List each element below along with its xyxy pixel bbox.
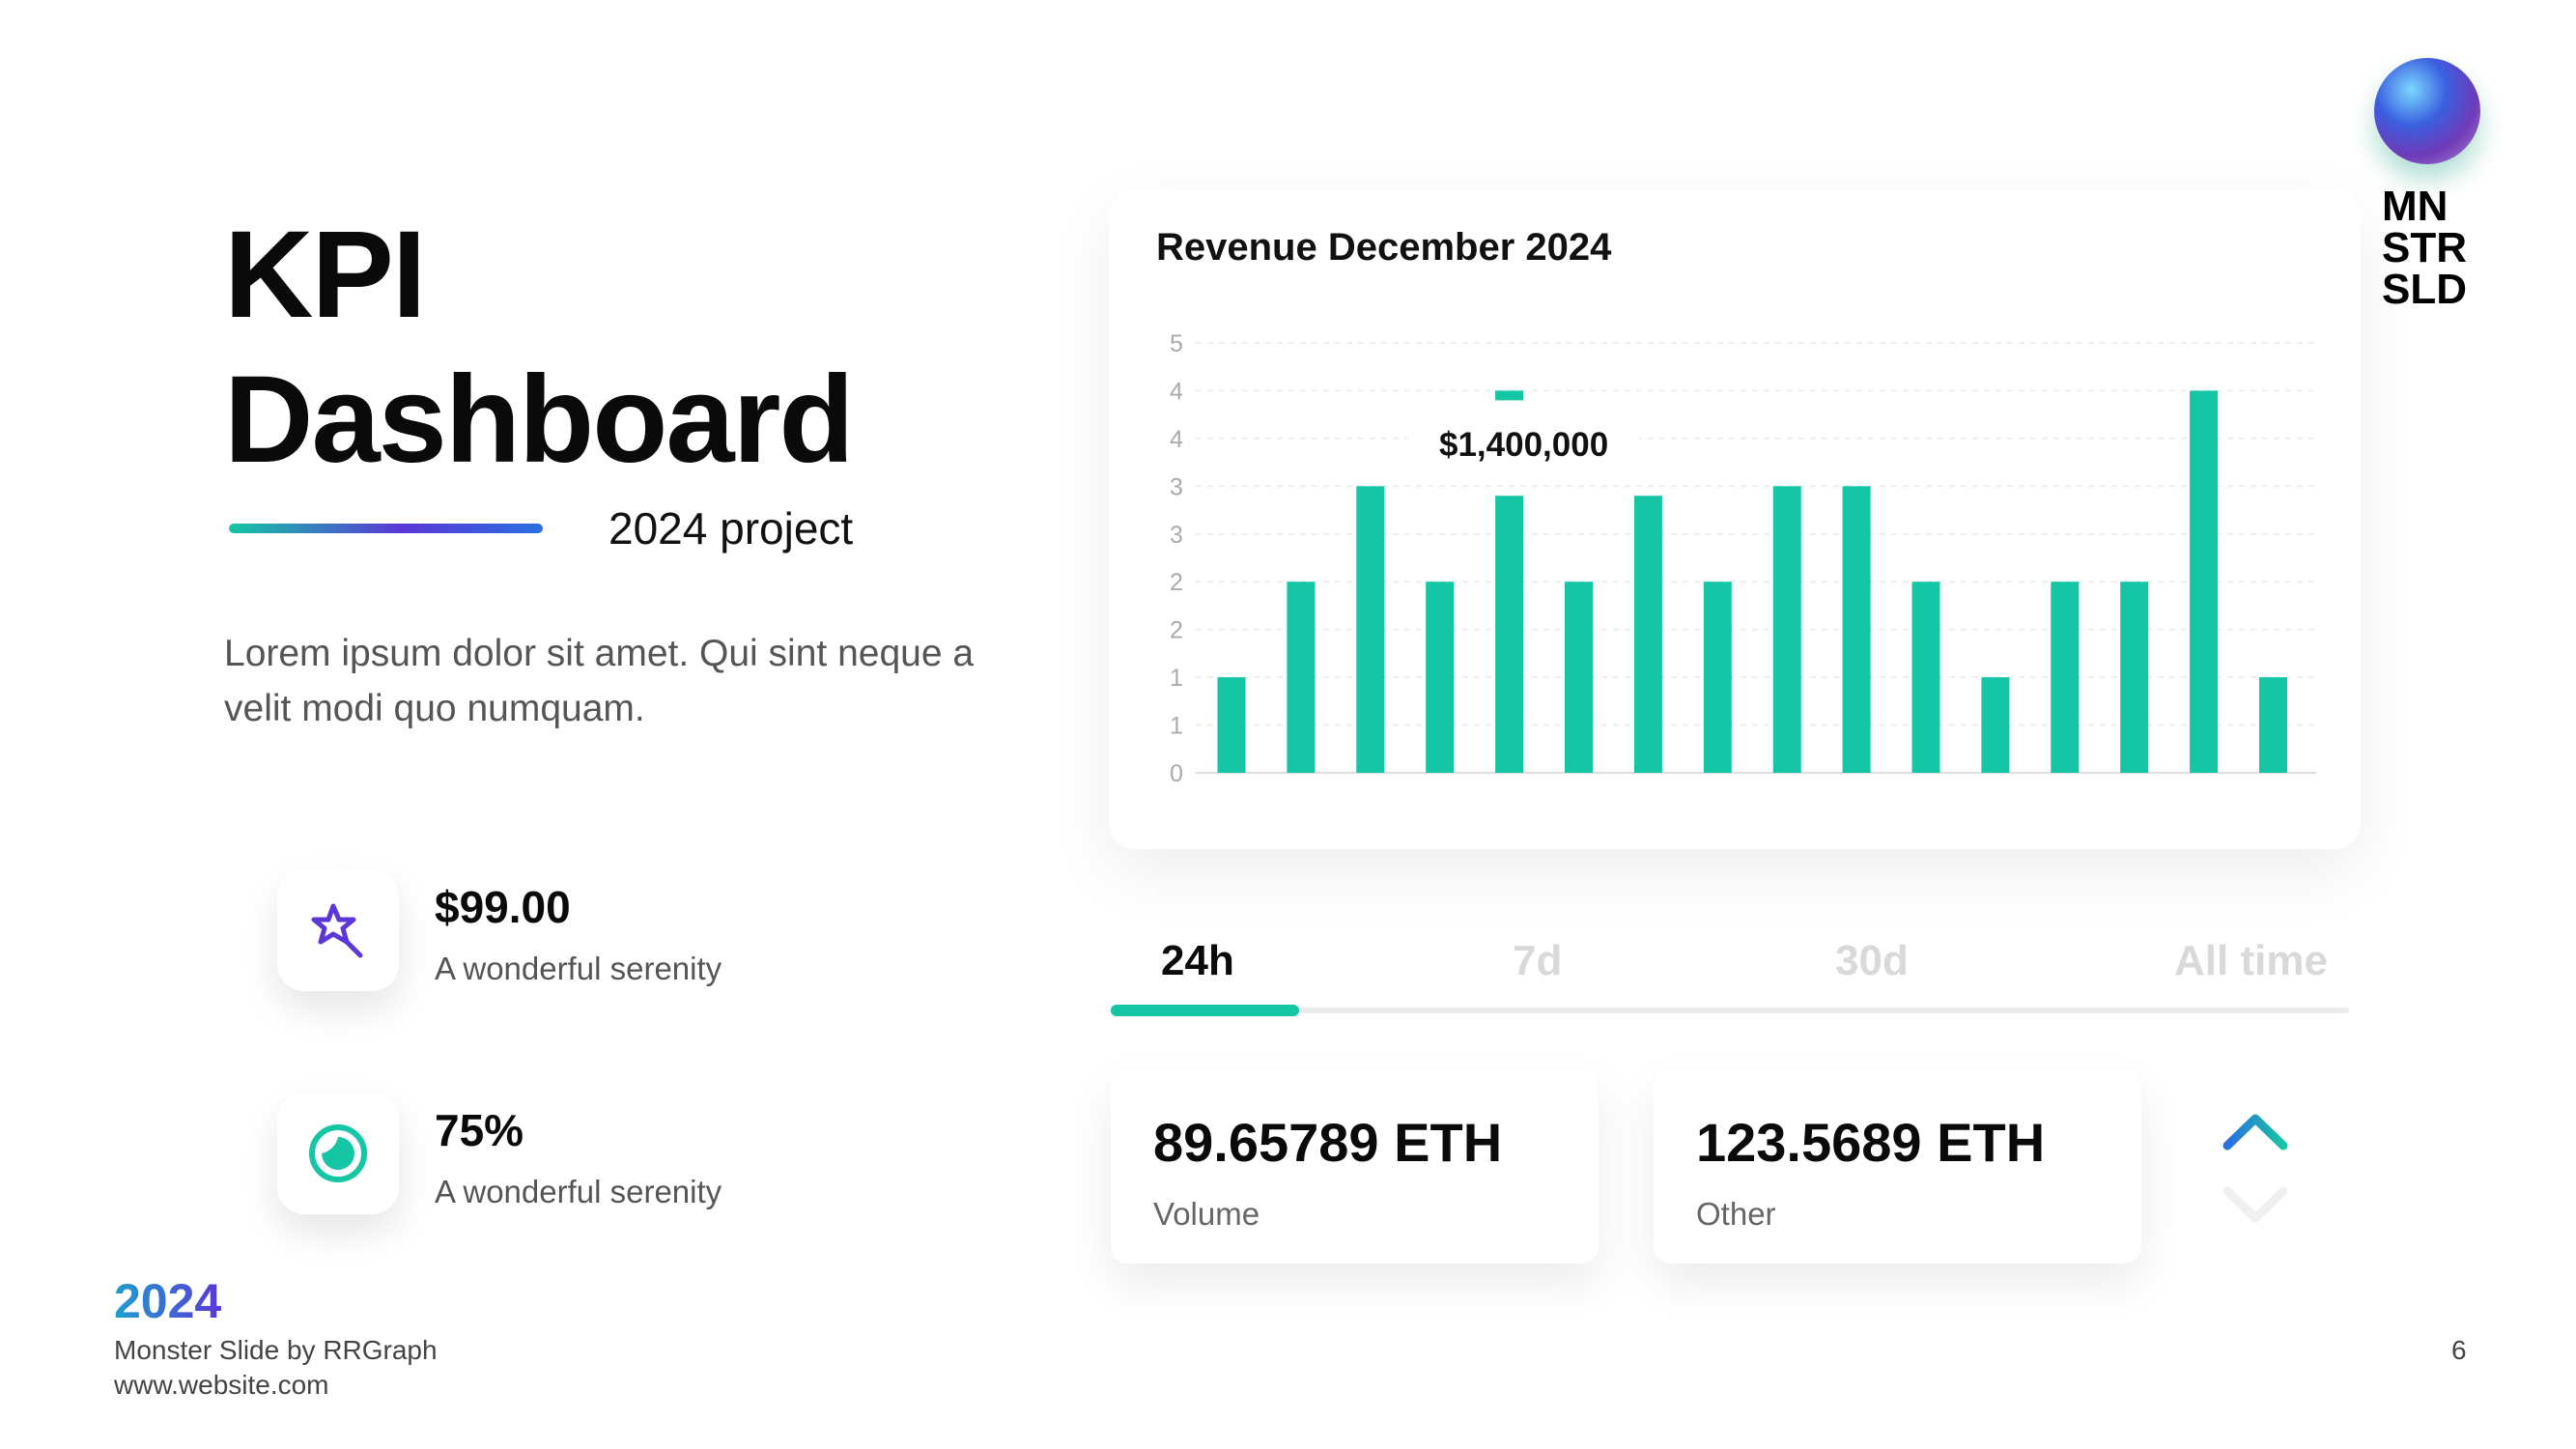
revenue-chart-card <box>1109 190 2361 849</box>
metric-icon-tile <box>277 869 399 991</box>
metric-value: 75% <box>435 1105 524 1155</box>
logo-text: MN STR SLD <box>2382 183 2467 313</box>
chart-bar[interactable] <box>1356 486 1385 773</box>
chart-bar[interactable] <box>1287 582 1316 773</box>
slide-description: Lorem ipsum dolor sit amet. Qui sint neq… <box>224 633 975 729</box>
slide-subtitle: 2024 project <box>609 503 854 554</box>
chart-bar[interactable] <box>2190 390 2219 773</box>
chart-bar[interactable] <box>1495 496 1524 773</box>
chart-bar[interactable] <box>1217 677 1246 773</box>
chart-bar[interactable] <box>1981 677 2010 773</box>
chart-title: Revenue December 2024 <box>1156 226 1612 269</box>
y-tick-label: 3 <box>1170 473 1183 500</box>
tab-track <box>1111 1008 2349 1013</box>
chart-bar[interactable] <box>1426 582 1455 773</box>
metric-label: A wonderful serenity <box>435 1174 722 1209</box>
page-number: 6 <box>2451 1335 2467 1365</box>
stat-label: Other <box>1696 1196 1776 1232</box>
chart-bar[interactable] <box>2051 582 2080 773</box>
magic-wand-star-icon <box>311 903 363 958</box>
stat-label: Volume <box>1153 1196 1260 1232</box>
stat-card-other <box>1654 1070 2141 1264</box>
y-tick-label: 2 <box>1170 617 1183 644</box>
stat-value: 123.5689 ETH <box>1696 1112 2046 1173</box>
revenue-bar-chart: 0 1 1 2 2 3 3 4 4 5 $1,400,000 <box>1170 330 2316 787</box>
tab-30d[interactable]: 30d <box>1835 937 1909 984</box>
y-tick-label: 1 <box>1170 665 1183 692</box>
y-tick-label: 1 <box>1170 713 1183 740</box>
footer-credit: Monster Slide by RRGraph <box>114 1335 438 1365</box>
tab-all-time[interactable]: All time <box>2174 937 2328 984</box>
chart-bar[interactable] <box>1565 582 1593 773</box>
y-tick-label: 2 <box>1170 569 1183 596</box>
slide-title: KPI Dashboard <box>224 203 855 493</box>
chart-bar[interactable] <box>1842 486 1871 773</box>
y-tick-label: 0 <box>1170 760 1183 787</box>
logo-line: STR <box>2382 224 2467 271</box>
title-underline-bar <box>229 524 543 533</box>
slide-title-line1: KPI <box>224 206 426 344</box>
logo-orb <box>2374 58 2480 164</box>
chart-bar[interactable] <box>2120 582 2149 773</box>
metric-value: $99.00 <box>435 882 571 932</box>
footer-year: 2024 <box>114 1274 222 1328</box>
tab-7d[interactable]: 7d <box>1513 937 1563 984</box>
slide-title-line2: Dashboard <box>224 351 855 489</box>
y-tick-label: 4 <box>1170 426 1183 453</box>
stat-value: 89.65789 ETH <box>1153 1112 1503 1173</box>
y-tick-label: 5 <box>1170 330 1183 357</box>
chevron-up-icon[interactable] <box>2222 1111 2289 1153</box>
stat-card-volume <box>1111 1070 1599 1264</box>
annotation-label-bg <box>1407 419 1640 466</box>
chart-bar[interactable] <box>1703 582 1732 773</box>
y-tick-label: 4 <box>1170 378 1183 405</box>
logo-line: MN <box>2382 183 2449 230</box>
tab-24h[interactable]: 24h <box>1161 937 1234 984</box>
chart-bar[interactable] <box>1772 486 1801 773</box>
chevron-down-icon[interactable] <box>2222 1183 2289 1226</box>
chart-bar[interactable] <box>1911 582 1940 773</box>
chart-bar[interactable] <box>2259 677 2287 773</box>
progress-ring-icon <box>309 1124 367 1182</box>
annotation-marker <box>1495 390 1524 401</box>
annotation-label: $1,400,000 <box>1439 426 1608 464</box>
chart-bar[interactable] <box>1633 496 1662 773</box>
y-tick-label: 3 <box>1170 522 1183 549</box>
footer-website[interactable]: www.website.com <box>114 1370 329 1400</box>
metric-icon-tile <box>277 1093 399 1214</box>
logo-line: SLD <box>2382 266 2467 313</box>
tab-active-indicator <box>1111 1005 1299 1016</box>
metric-label: A wonderful serenity <box>435 951 722 986</box>
